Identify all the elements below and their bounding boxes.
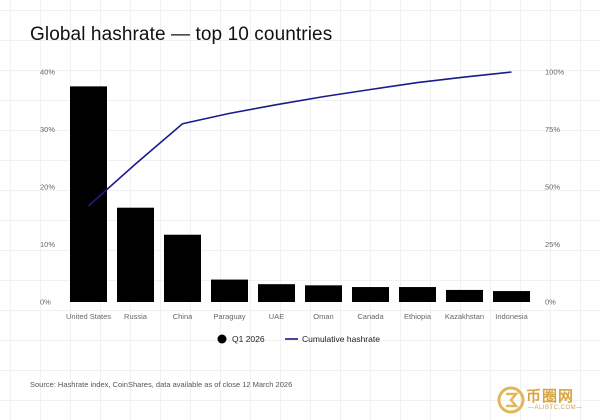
x-tick-label: Paraguay [213,312,245,321]
bar [305,285,342,302]
bar [211,279,248,302]
y-right-tick-label: 100% [545,68,565,77]
source-note: Source: Hashrate index, CoinShares, data… [30,380,293,389]
x-tick-label: Kazakhstan [445,312,484,321]
x-tick-label: United States [66,312,111,321]
y-left-tick-label: 0% [40,298,51,307]
cumulative-line [87,71,512,207]
bar [399,287,436,302]
watermark-brand: 币圈网 [526,388,575,405]
x-tick-label: Russia [124,312,148,321]
x-tick-label: Ethiopia [404,312,432,321]
coin-logo-icon [497,386,525,414]
watermark-sub: —ALIBTC.COM— [528,405,583,411]
legend-label-bar: Q1 2026 [232,334,265,344]
y-left-tick-label: 20% [40,183,55,192]
bar [164,234,201,302]
x-tick-label: China [173,312,193,321]
bar [493,291,530,302]
y-right-tick-label: 25% [545,240,560,249]
legend-label-line: Cumulative hashrate [302,334,380,344]
x-tick-label: Canada [357,312,384,321]
bar [352,287,389,302]
y-left-tick-label: 10% [40,240,55,249]
x-tick-label: Indonesia [495,312,528,321]
y-right-tick-label: 0% [545,298,556,307]
y-left-tick-label: 40% [40,68,55,77]
legend-marker-bar [217,334,227,344]
x-tick-label: UAE [269,312,284,321]
bar [117,207,154,302]
bar [446,289,483,302]
y-left-tick-label: 30% [40,125,55,134]
x-tick-label: Oman [313,312,333,321]
y-right-tick-label: 50% [545,183,560,192]
watermark: 币圈网 —ALIBTC.COM— [488,383,598,417]
bar [258,284,295,302]
chart-title: Global hashrate — top 10 countries [30,24,333,45]
y-right-tick-label: 75% [545,125,560,134]
